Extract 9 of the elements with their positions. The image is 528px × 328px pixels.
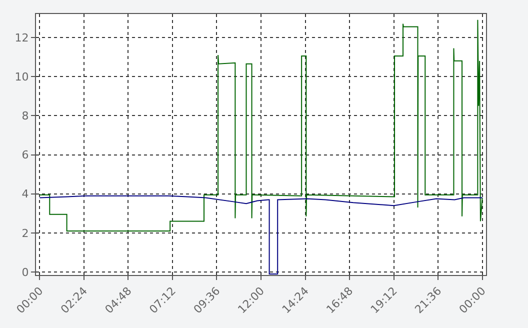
y-tick-label: 12 <box>14 31 29 44</box>
line-series <box>39 19 483 232</box>
y-tick-label: 6 <box>22 148 29 162</box>
y-tick-label: 4 <box>22 188 29 201</box>
y-tick-label: 10 <box>14 70 29 84</box>
y-tick-label: 0 <box>22 266 29 279</box>
y-tick-label: 2 <box>22 226 29 240</box>
line-series <box>39 195 483 275</box>
y-tick-label: 8 <box>22 110 29 123</box>
